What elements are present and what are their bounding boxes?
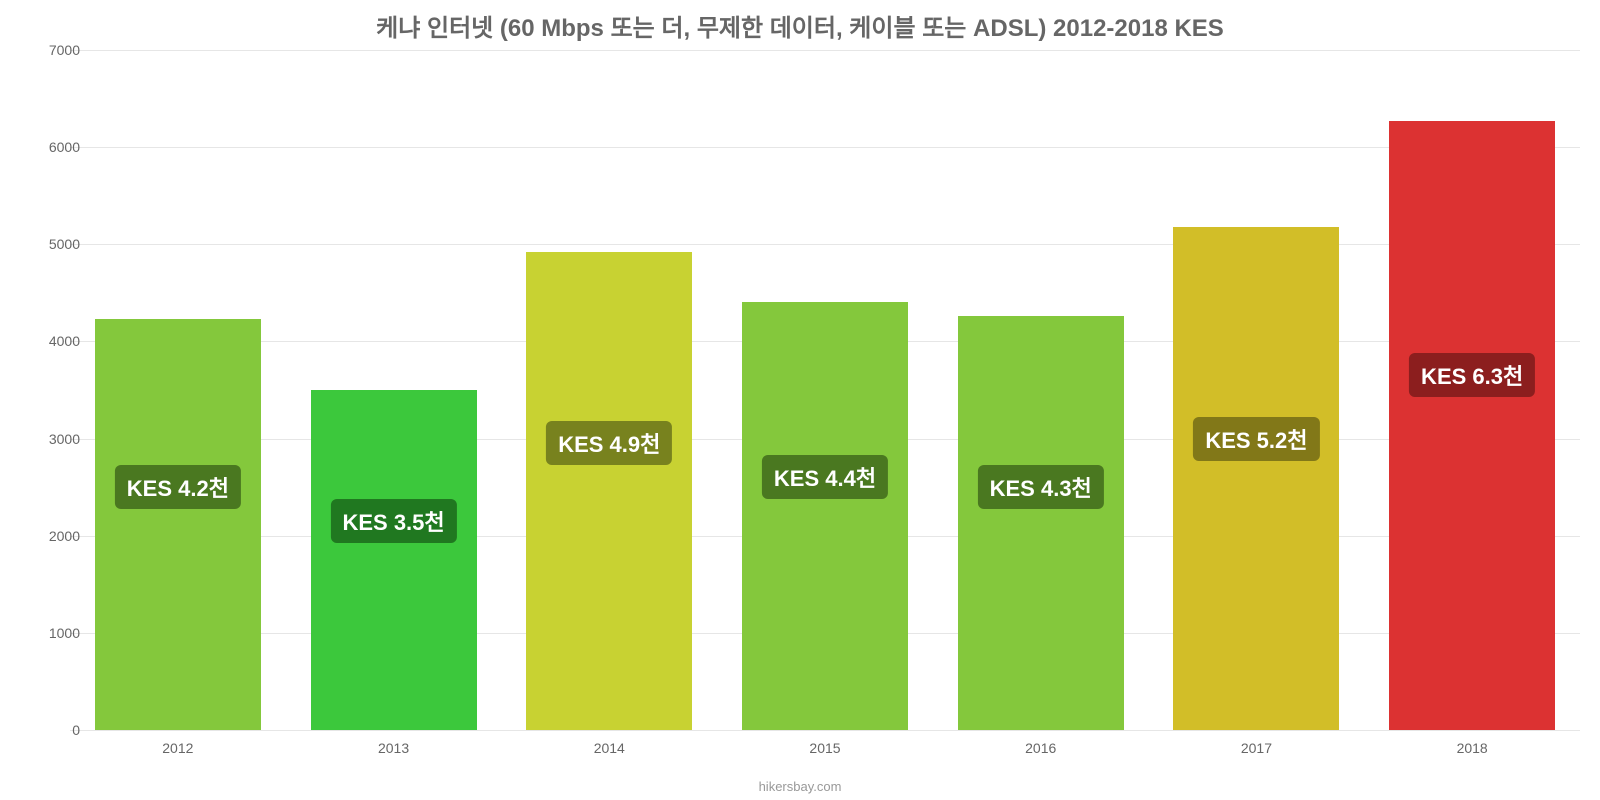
gridline [70,147,1580,148]
value-label: KES 5.2천 [1193,417,1319,461]
value-label: KES 3.5천 [330,499,456,543]
value-label: KES 4.2천 [115,465,241,509]
gridline [70,730,1580,731]
x-tick-label: 2016 [1025,740,1056,756]
bar [1173,227,1339,730]
bar [526,252,692,730]
bar [742,302,908,730]
y-tick-label: 1000 [20,625,80,641]
bar [1389,121,1555,730]
value-label: KES 4.3천 [978,465,1104,509]
y-tick-label: 4000 [20,333,80,349]
y-tick-label: 0 [20,722,80,738]
bar [95,319,261,730]
y-tick-label: 5000 [20,236,80,252]
y-tick-label: 2000 [20,528,80,544]
chart-title: 케냐 인터넷 (60 Mbps 또는 더, 무제한 데이터, 케이블 또는 AD… [0,0,1600,43]
value-label: KES 4.9천 [546,421,672,465]
x-tick-label: 2012 [162,740,193,756]
plot-area [70,50,1580,730]
chart-container: 케냐 인터넷 (60 Mbps 또는 더, 무제한 데이터, 케이블 또는 AD… [0,0,1600,800]
y-tick-label: 3000 [20,431,80,447]
x-tick-label: 2015 [809,740,840,756]
bar [311,390,477,730]
y-tick-label: 7000 [20,42,80,58]
chart-footer: hikersbay.com [0,779,1600,794]
gridline [70,50,1580,51]
value-label: KES 6.3천 [1409,353,1535,397]
x-tick-label: 2014 [594,740,625,756]
x-tick-label: 2018 [1457,740,1488,756]
x-tick-label: 2013 [378,740,409,756]
gridline [70,244,1580,245]
bar [958,316,1124,730]
y-tick-label: 6000 [20,139,80,155]
value-label: KES 4.4천 [762,455,888,499]
x-tick-label: 2017 [1241,740,1272,756]
